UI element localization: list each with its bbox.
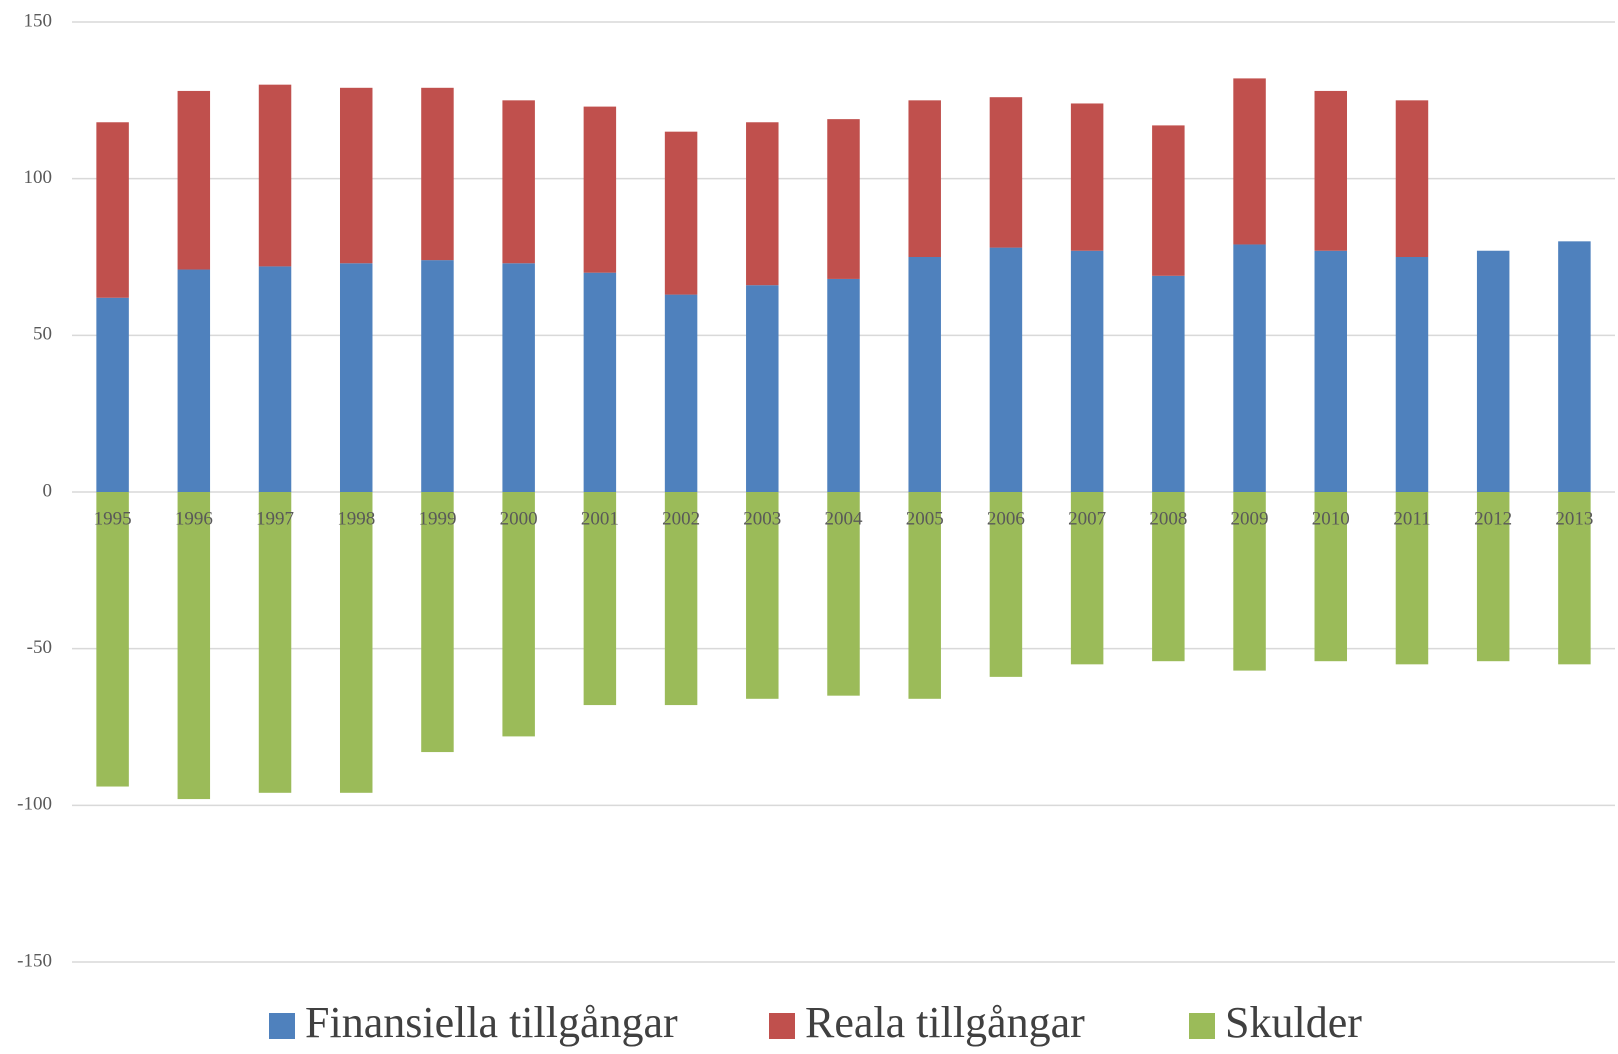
bar: [746, 122, 779, 286]
x-tick-label: 2003: [743, 508, 781, 529]
legend-swatch: [769, 1013, 795, 1039]
bar: [96, 492, 129, 787]
bar: [827, 119, 860, 279]
x-tick-label: 2004: [825, 508, 864, 529]
bar: [1070, 103, 1104, 251]
bar: [258, 266, 292, 492]
bar: [746, 492, 779, 699]
bar: [989, 247, 1023, 492]
bar: [1476, 492, 1510, 662]
legend-swatch: [1189, 1013, 1215, 1039]
bar: [258, 492, 292, 793]
bar: [1558, 241, 1591, 492]
bar: [908, 492, 941, 699]
x-tick-label: 2009: [1231, 508, 1269, 529]
x-tick-label: 2007: [1068, 508, 1106, 529]
bar: [339, 87, 373, 264]
bar: [1395, 257, 1429, 492]
x-tick-label: 2008: [1149, 508, 1187, 529]
x-tick-label: 2006: [987, 508, 1025, 529]
x-tick-label: 1999: [418, 508, 456, 529]
y-tick-label: 150: [24, 10, 53, 31]
bar: [908, 257, 941, 492]
bar: [177, 90, 211, 270]
bar: [1070, 492, 1104, 665]
bar: [421, 260, 454, 492]
bar: [583, 272, 617, 492]
x-tick-label: 2005: [906, 508, 944, 529]
bar: [664, 294, 698, 492]
bar: [1314, 250, 1348, 492]
legend-swatch: [269, 1013, 295, 1039]
bar: [746, 285, 779, 492]
y-tick-label: -100: [17, 794, 52, 815]
bar: [421, 492, 454, 753]
legend: Finansiella tillgångar Reala tillgångar Sk…: [269, 998, 1362, 1047]
bar: [339, 263, 373, 492]
bar: [1233, 492, 1266, 671]
bar: [1070, 250, 1104, 492]
bar: [177, 269, 211, 492]
bar: [989, 492, 1023, 677]
bar: [96, 297, 129, 492]
bar: [1152, 125, 1185, 276]
legend-label: Skulder: [1225, 998, 1362, 1047]
bar: [421, 87, 454, 261]
bar: [1233, 244, 1266, 492]
bar: [502, 263, 535, 492]
y-tick-label: -50: [27, 637, 52, 658]
bar: [1314, 90, 1348, 251]
bar: [1395, 492, 1429, 665]
bar: [1233, 78, 1266, 245]
x-tick-label: 2010: [1312, 508, 1350, 529]
x-tick-label: 1996: [175, 508, 213, 529]
bar: [583, 492, 617, 706]
x-tick-label: 2012: [1474, 508, 1512, 529]
bar: [1558, 492, 1591, 665]
bar: [989, 97, 1023, 248]
bar: [1395, 100, 1429, 257]
x-tick-label: 2001: [581, 508, 619, 529]
bar: [664, 492, 698, 706]
bar: [827, 492, 860, 696]
bar: [908, 100, 941, 257]
x-tick-label: 1995: [94, 508, 132, 529]
y-tick-label: 50: [33, 324, 52, 345]
x-tick-label: 2000: [500, 508, 538, 529]
bar: [827, 278, 860, 492]
y-tick-label: 100: [24, 167, 53, 188]
legend-label: Reala tillgångar: [805, 998, 1085, 1047]
bar: [502, 492, 535, 737]
x-tick-label: 1997: [256, 508, 294, 529]
bar: [1476, 250, 1510, 492]
y-tick-label: 0: [43, 480, 53, 501]
bar: [502, 100, 535, 264]
bar: [96, 122, 129, 298]
bar: [664, 131, 698, 295]
x-tick-label: 1998: [337, 508, 375, 529]
bar: [177, 492, 211, 800]
y-tick-label: -150: [17, 950, 52, 971]
bar: [1152, 275, 1185, 492]
bar: [1314, 492, 1348, 662]
bar: [258, 84, 292, 267]
bar: [339, 492, 373, 793]
legend-label: Finansiella tillgångar: [305, 998, 678, 1047]
bar: [1152, 492, 1185, 662]
x-tick-label: 2011: [1393, 508, 1430, 529]
bar: [583, 106, 617, 273]
x-tick-label: 2002: [662, 508, 700, 529]
x-tick-label: 2013: [1555, 508, 1593, 529]
